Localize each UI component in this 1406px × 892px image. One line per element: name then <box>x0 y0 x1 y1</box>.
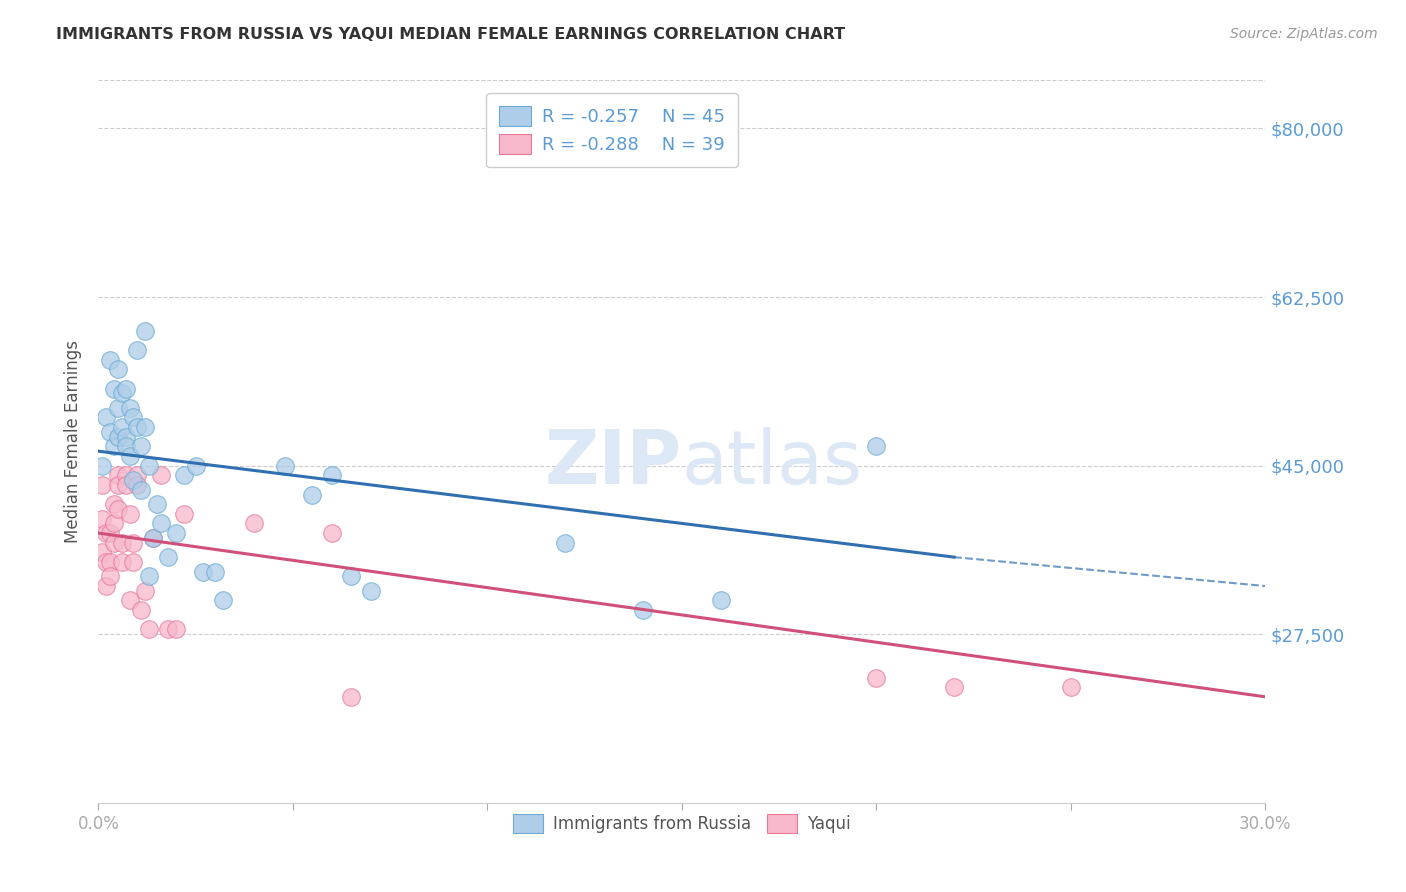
Point <box>107 401 129 415</box>
Point <box>111 420 134 434</box>
Point <box>107 478 129 492</box>
Point <box>134 420 156 434</box>
Point <box>118 401 141 415</box>
Point <box>554 535 576 549</box>
Point <box>103 439 125 453</box>
Point <box>98 555 121 569</box>
Point <box>111 386 134 401</box>
Point <box>157 623 180 637</box>
Point <box>142 531 165 545</box>
Point <box>184 458 207 473</box>
Text: ZIP: ZIP <box>544 426 682 500</box>
Point <box>243 516 266 531</box>
Point <box>301 487 323 501</box>
Point <box>138 623 160 637</box>
Point <box>710 593 733 607</box>
Point <box>114 430 136 444</box>
Point <box>91 458 114 473</box>
Point <box>114 439 136 453</box>
Point <box>118 507 141 521</box>
Point <box>129 439 152 453</box>
Point <box>138 569 160 583</box>
Point <box>91 511 114 525</box>
Point <box>1060 680 1083 694</box>
Point <box>340 569 363 583</box>
Point <box>107 362 129 376</box>
Point <box>127 420 149 434</box>
Point <box>96 526 118 541</box>
Point <box>122 535 145 549</box>
Point <box>118 449 141 463</box>
Point <box>340 690 363 704</box>
Point <box>107 502 129 516</box>
Point <box>865 671 887 685</box>
Point <box>631 603 654 617</box>
Point <box>865 439 887 453</box>
Point <box>173 468 195 483</box>
Point <box>114 468 136 483</box>
Text: Source: ZipAtlas.com: Source: ZipAtlas.com <box>1230 27 1378 41</box>
Point <box>127 343 149 357</box>
Point <box>360 583 382 598</box>
Point <box>149 516 172 531</box>
Point <box>321 468 343 483</box>
Point <box>122 410 145 425</box>
Point <box>204 565 226 579</box>
Point <box>134 583 156 598</box>
Point <box>122 555 145 569</box>
Point <box>103 382 125 396</box>
Point <box>107 430 129 444</box>
Point <box>134 324 156 338</box>
Point <box>122 473 145 487</box>
Text: IMMIGRANTS FROM RUSSIA VS YAQUI MEDIAN FEMALE EARNINGS CORRELATION CHART: IMMIGRANTS FROM RUSSIA VS YAQUI MEDIAN F… <box>56 27 845 42</box>
Point <box>111 535 134 549</box>
Point <box>91 545 114 559</box>
Point <box>127 478 149 492</box>
Point <box>129 603 152 617</box>
Point <box>173 507 195 521</box>
Point <box>98 526 121 541</box>
Point <box>114 382 136 396</box>
Point <box>98 425 121 439</box>
Point <box>96 579 118 593</box>
Y-axis label: Median Female Earnings: Median Female Earnings <box>63 340 82 543</box>
Point <box>98 569 121 583</box>
Point <box>212 593 235 607</box>
Point <box>107 468 129 483</box>
Point <box>321 526 343 541</box>
Point <box>98 352 121 367</box>
Point <box>127 468 149 483</box>
Point <box>103 535 125 549</box>
Point <box>146 497 169 511</box>
Point <box>129 483 152 497</box>
Point <box>193 565 215 579</box>
Point <box>157 550 180 565</box>
Point <box>114 478 136 492</box>
Point <box>165 623 187 637</box>
Point <box>943 680 966 694</box>
Point <box>138 458 160 473</box>
Point <box>96 410 118 425</box>
Point <box>149 468 172 483</box>
Point <box>118 593 141 607</box>
Point <box>165 526 187 541</box>
Point <box>142 531 165 545</box>
Point <box>96 555 118 569</box>
Legend: Immigrants from Russia, Yaqui: Immigrants from Russia, Yaqui <box>501 803 863 845</box>
Point <box>103 497 125 511</box>
Text: atlas: atlas <box>682 426 863 500</box>
Point <box>111 555 134 569</box>
Point <box>274 458 297 473</box>
Point <box>103 516 125 531</box>
Point <box>91 478 114 492</box>
